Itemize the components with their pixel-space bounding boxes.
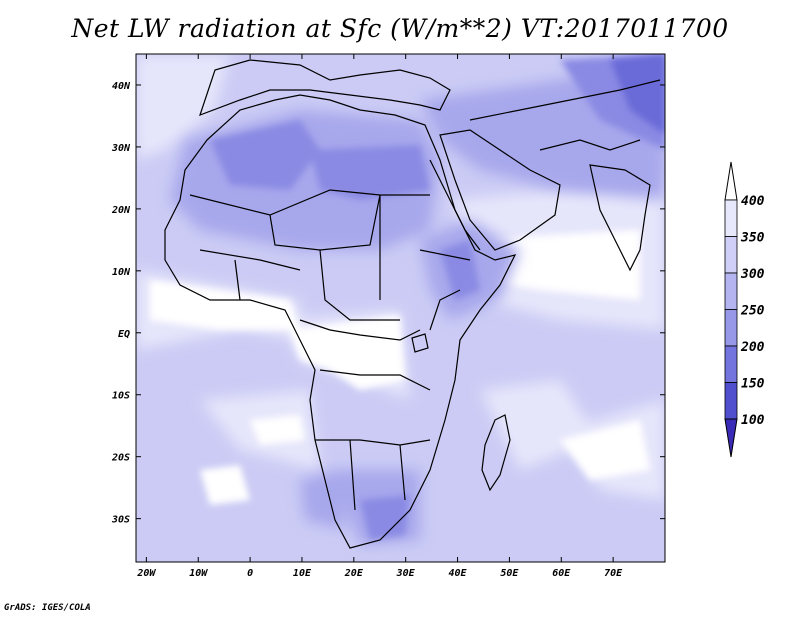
- lat-tick-label: 20S: [111, 453, 130, 464]
- colorbar-segment: [724, 345, 738, 383]
- colorbar-segment: [724, 309, 738, 347]
- colorbar: 400 350 300 250 200 150 100: [724, 161, 765, 458]
- lat-tick-label: 30S: [111, 515, 130, 526]
- colorbar-label: 300: [740, 267, 765, 282]
- colorbar-label: 150: [741, 377, 765, 392]
- map-title: Net LW radiation at Sfc (W/m**2) VT:2017…: [71, 14, 729, 43]
- colorbar-segment: [724, 382, 738, 420]
- colorbar-segment: [724, 236, 738, 274]
- lon-tick-label: 70E: [604, 568, 623, 579]
- lat-tick-label: 40N: [112, 81, 131, 92]
- colorbar-top-arrow: [724, 161, 738, 201]
- coastlines: [164, 59, 661, 549]
- lon-tick-label: 50E: [500, 568, 519, 579]
- lat-tick-label: 10S: [112, 391, 130, 402]
- lon-tick-label: 10E: [293, 568, 312, 579]
- colorbar-label: 400: [741, 194, 765, 209]
- lon-tick-label: 10W: [189, 568, 208, 579]
- colorbar-label: 200: [740, 340, 765, 355]
- map-frame: [135, 53, 666, 563]
- lon-tick-label: 0: [247, 568, 253, 579]
- colorbar-label: 100: [741, 413, 765, 428]
- colorbar-bottom-arrow: [724, 418, 738, 458]
- lon-tick-label: 20E: [344, 568, 364, 579]
- lat-tick-label: 20N: [111, 205, 131, 216]
- radiation-field: [136, 54, 665, 562]
- lon-tick-label: 60E: [552, 568, 571, 579]
- credit-text: GrADS: IGES/COLA: [4, 603, 91, 613]
- lon-tick-label: 20W: [136, 568, 156, 579]
- lon-tick-label: 30E: [396, 568, 416, 579]
- colorbar-label: 350: [740, 231, 765, 246]
- lat-tick-label: EQ: [118, 329, 130, 340]
- colorbar-label: 250: [740, 304, 765, 319]
- lat-tick-label: 10N: [112, 267, 131, 278]
- lon-tick-label: 40E: [449, 568, 468, 579]
- colorbar-segment: [724, 272, 738, 310]
- longitude-axis: 20W 10W 0 10E 20E 30E 40E 50E 60E 70E: [136, 568, 623, 579]
- latitude-axis: 40N 30N 20N 10N EQ 10S 20S 30S: [111, 81, 131, 526]
- colorbar-segment: [724, 199, 738, 237]
- lat-tick-label: 30N: [111, 143, 131, 154]
